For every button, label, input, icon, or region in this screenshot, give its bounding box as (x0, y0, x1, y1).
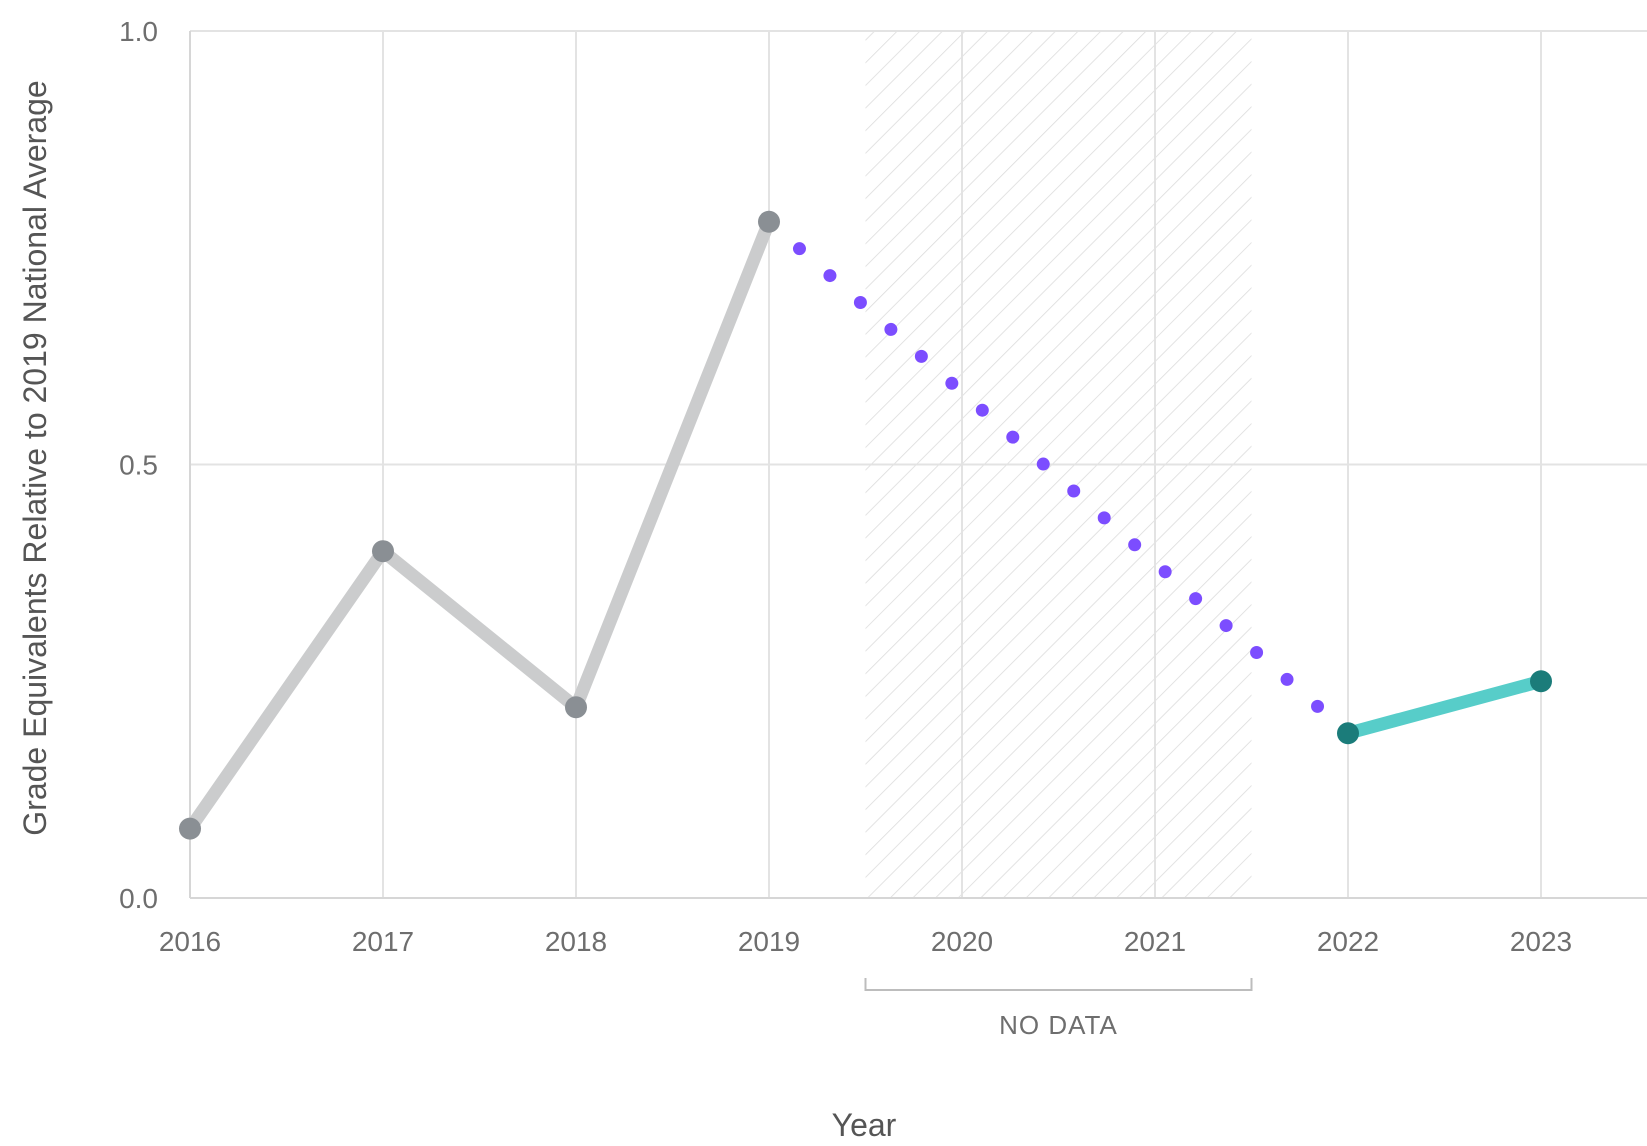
dotted-projection-dot (1158, 565, 1172, 579)
x-axis-title: Year (832, 1107, 897, 1143)
y-axis-title: Grade Equivalents Relative to 2019 Natio… (17, 80, 53, 835)
dotted-projection-dot (1036, 457, 1050, 471)
dotted-projection-dot (1128, 538, 1142, 552)
x-tick-label-2023: 2023 (1510, 926, 1572, 957)
x-tick-label-2019: 2019 (738, 926, 800, 957)
data-point-2022 (1337, 722, 1359, 745)
dotted-projection-dot (792, 242, 806, 256)
dotted-projection-dot (945, 376, 959, 390)
dotted-projection-dot (1219, 619, 1233, 633)
data-point-2017 (372, 540, 394, 563)
series-line-2 (1341, 674, 1548, 740)
dotted-projection-dot (975, 403, 989, 417)
dotted-projection-dot (1097, 511, 1111, 525)
x-tick-label-2017: 2017 (352, 926, 414, 957)
dotted-projection-dot (853, 296, 867, 310)
no-data-label: NO DATA (999, 1010, 1118, 1040)
data-point-2019 (758, 210, 780, 233)
dotted-projection-dot (1067, 484, 1081, 498)
dotted-projection-dot (1280, 672, 1294, 686)
data-point-2016 (179, 817, 201, 840)
x-tick-label-2016: 2016 (159, 926, 221, 957)
y-tick-label-1.0: 1.0 (119, 16, 158, 47)
y-tick-label-0.5: 0.5 (119, 450, 158, 481)
no-data-bracket (864, 978, 1253, 991)
x-tick-label-2018: 2018 (545, 926, 607, 957)
data-point-2018 (565, 696, 587, 719)
dotted-projection-dot (1250, 646, 1264, 660)
dotted-projection-dot (884, 322, 898, 336)
data-point-2023 (1530, 670, 1552, 693)
x-tick-label-2020: 2020 (931, 926, 993, 957)
x-tick-label-2021: 2021 (1124, 926, 1186, 957)
series-line-0 (183, 215, 776, 836)
dotted-projection-dot (1006, 430, 1020, 444)
y-tick-label-0.0: 0.0 (119, 883, 158, 914)
dotted-projection-dot (914, 349, 928, 363)
dotted-projection-dot (1311, 699, 1325, 713)
x-tick-label-2022: 2022 (1317, 926, 1379, 957)
dotted-projection-dot (823, 269, 837, 283)
dotted-projection-dot (1189, 592, 1203, 606)
